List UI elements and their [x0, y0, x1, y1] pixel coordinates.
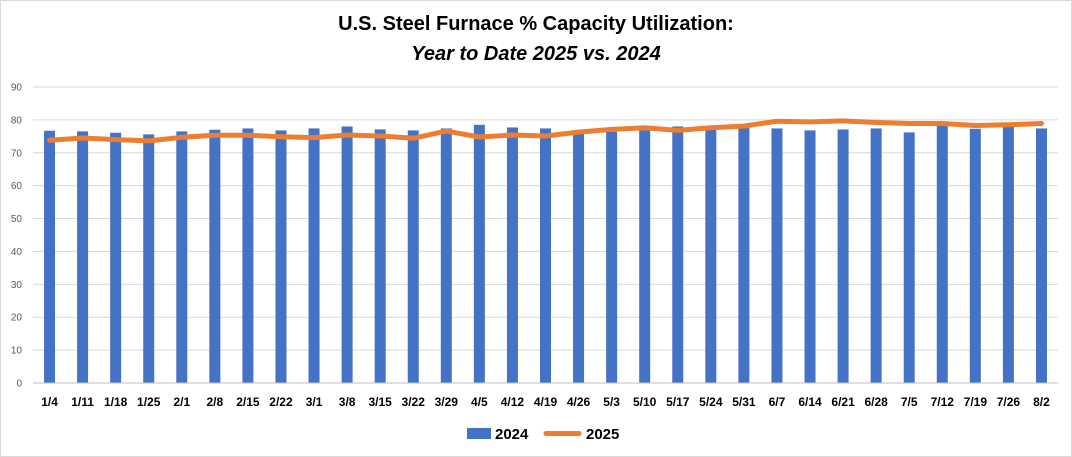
bar-2024 [242, 128, 254, 383]
y-tick-label: 10 [11, 346, 23, 357]
x-tick-label: 6/28 [864, 395, 888, 409]
bar-2024 [804, 130, 816, 383]
bar-2024 [506, 127, 518, 383]
x-tick-label: 4/26 [567, 395, 591, 409]
bar-2024 [77, 131, 89, 383]
bar-2024 [209, 129, 221, 383]
x-tick-label: 3/22 [402, 395, 426, 409]
x-tick-label: 4/19 [534, 395, 558, 409]
bar-2024 [672, 126, 684, 383]
y-tick-label: 60 [11, 181, 23, 192]
bar-2024 [473, 124, 485, 384]
legend-label-2025: 2025 [586, 426, 619, 443]
bar-2024 [540, 128, 551, 383]
y-tick-label: 80 [11, 115, 23, 126]
y-tick-label: 90 [11, 83, 23, 94]
y-tick-label: 30 [11, 280, 23, 291]
legend-label-2024: 2024 [495, 426, 529, 443]
x-tick-label: 1/25 [137, 395, 161, 409]
bar-2024 [837, 129, 849, 383]
x-tick-label: 2/22 [269, 395, 293, 409]
x-tick-label: 2/8 [207, 395, 224, 409]
y-tick-label: 0 [16, 379, 22, 390]
x-tick-label: 7/26 [997, 395, 1021, 409]
x-tick-label: 4/12 [501, 395, 525, 409]
y-tick-label: 40 [11, 247, 23, 258]
bar-2024 [738, 127, 750, 383]
x-tick-label: 5/24 [699, 395, 723, 409]
line-2025 [47, 118, 1044, 144]
x-tick-label: 3/15 [368, 395, 392, 409]
x-tick-label: 5/31 [732, 395, 756, 409]
bars-2024 [44, 124, 1047, 384]
bar-2024 [969, 128, 981, 383]
y-tick-label: 70 [11, 148, 23, 159]
x-tick-label: 3/29 [435, 395, 459, 409]
bar-2024 [573, 133, 585, 383]
y-tick-label: 50 [11, 214, 23, 225]
bar-2024 [110, 132, 122, 383]
x-tick-label: 1/11 [71, 395, 94, 409]
x-tick-label: 8/2 [1033, 395, 1050, 409]
x-tick-label: 5/10 [633, 395, 657, 409]
legend-swatch-2024 [467, 428, 491, 439]
x-tick-label: 3/8 [339, 395, 356, 409]
x-axis: 1/4 1/11 1/18 1/25 2/1 2/8 2/15 2/22 3/1 3/8 3/15 3… [33, 382, 1058, 409]
chart-subtitle: Year to Date 2025 vs. 2024 [411, 43, 661, 65]
bar-2024 [44, 130, 56, 383]
bar-2024 [143, 134, 155, 383]
x-tick-label: 6/7 [769, 395, 786, 409]
x-tick-label: 5/17 [666, 395, 690, 409]
bar-2024 [705, 128, 717, 383]
x-tick-label: 5/3 [603, 395, 620, 409]
bar-2024 [606, 131, 618, 383]
x-tick-label: 6/14 [798, 395, 822, 409]
x-tick-label: 2/15 [236, 395, 260, 409]
x-tick-label: 2/1 [173, 395, 190, 409]
y-axis: 0 10 20 30 40 50 60 70 80 90 [11, 83, 23, 390]
bar-2024 [341, 126, 353, 383]
x-tick-label: 1/18 [104, 395, 128, 409]
bar-2024 [374, 129, 386, 383]
bar-2024 [936, 124, 948, 384]
bar-2024 [903, 132, 915, 383]
bar-2024 [275, 130, 287, 383]
x-tick-label: 7/19 [964, 395, 988, 409]
bar-2024 [1035, 128, 1047, 383]
bar-2024 [771, 128, 783, 383]
y-tick-label: 20 [11, 313, 23, 324]
bar-2024 [440, 128, 452, 383]
x-tick-label: 1/4 [41, 395, 58, 409]
x-tick-label: 7/5 [901, 395, 918, 409]
chart-title: U.S. Steel Furnace % Capacity Utilizatio… [338, 13, 734, 35]
x-tick-label: 7/12 [931, 395, 955, 409]
bar-2024 [176, 131, 188, 383]
bar-2024 [1002, 126, 1014, 383]
bar-2024 [639, 130, 651, 383]
bar-2024 [407, 130, 419, 383]
bar-2024 [308, 128, 320, 383]
x-tick-label: 6/21 [831, 395, 855, 409]
bar-2024 [870, 128, 882, 383]
x-tick-label: 4/5 [471, 395, 488, 409]
x-tick-label: 3/1 [306, 395, 323, 409]
legend: 2024 2025 [467, 426, 619, 443]
